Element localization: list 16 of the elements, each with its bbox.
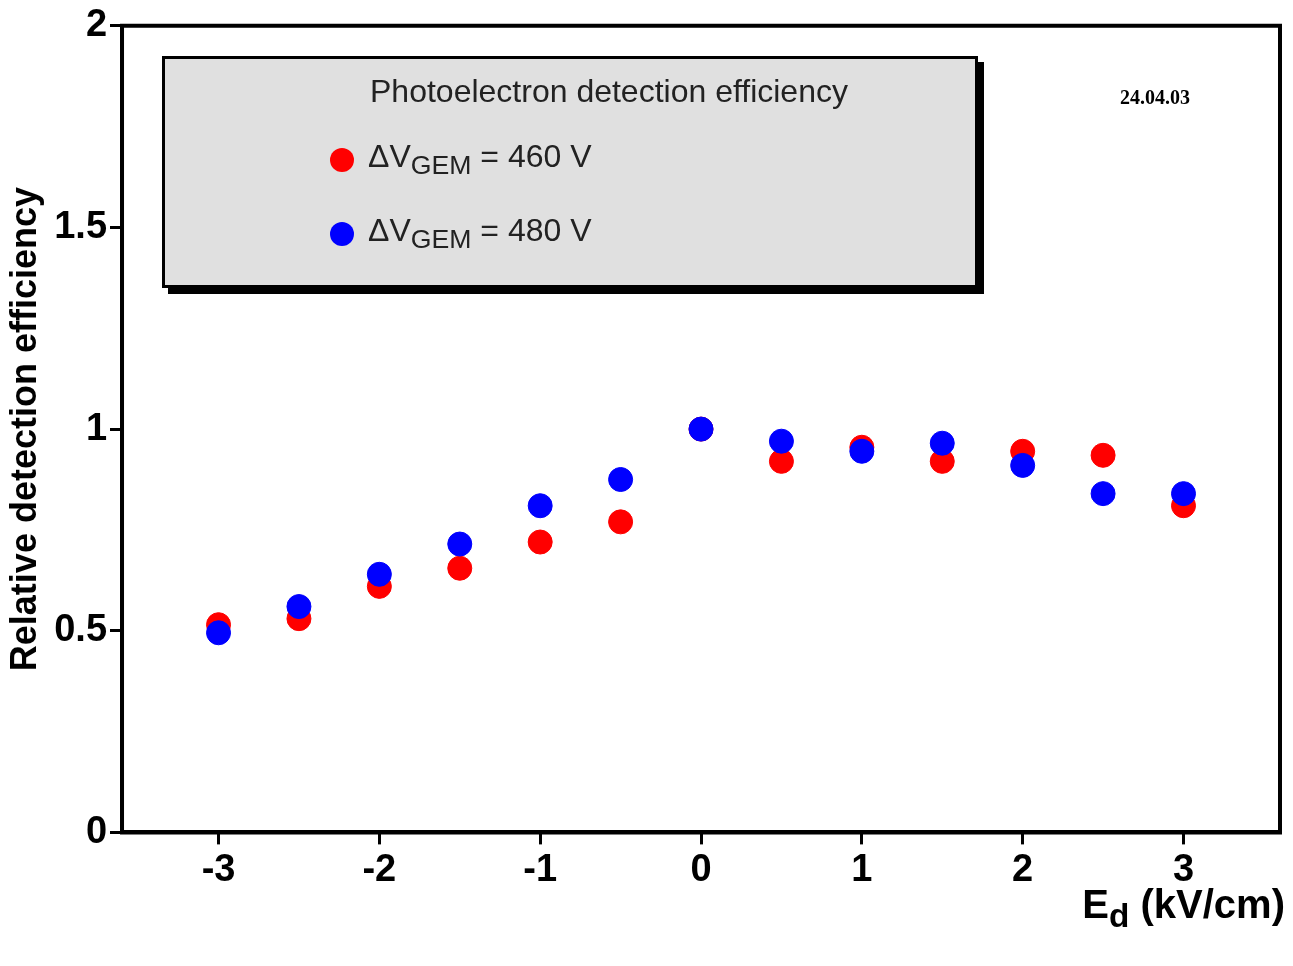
y-tick-label: 2 <box>85 2 108 45</box>
x-tick-label: -1 <box>523 846 558 889</box>
legend-label: ΔV$_{GEM}$ = 460 V <box>368 138 592 182</box>
y-tick-label: 0 <box>85 808 108 851</box>
y-tick-label: 0.5 <box>54 607 108 650</box>
legend-title: Photoelectron detection efficiency <box>369 72 849 111</box>
x-tick-label: 0 <box>690 846 712 889</box>
x-tick-label: -3 <box>201 846 236 889</box>
x-tick-label: -2 <box>362 846 397 889</box>
annotation: 24.04.03 <box>1120 85 1190 109</box>
y-tick-label: 1.5 <box>54 203 108 246</box>
y-axis-title: Relative detection efficiency <box>2 187 44 672</box>
x-tick-label: 2 <box>1012 846 1034 889</box>
x-tick-label: 1 <box>851 846 873 889</box>
y-tick-label: 1 <box>85 405 108 448</box>
legend-label: ΔV$_{GEM}$ = 480 V <box>368 212 592 256</box>
